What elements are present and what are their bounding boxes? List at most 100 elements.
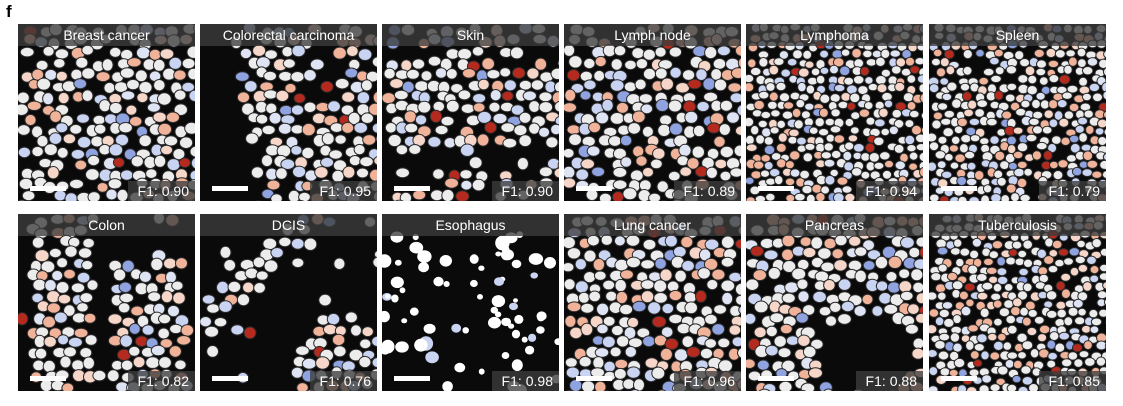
cell-mark (753, 99, 765, 111)
cell-mark (1043, 150, 1053, 161)
cell-mark (1016, 142, 1029, 153)
cell-mark (62, 133, 77, 145)
cell-mark (692, 124, 706, 138)
cell-mark (596, 323, 609, 335)
cell-mark (943, 109, 955, 119)
cell-mark (36, 77, 52, 91)
cell-mark (1102, 110, 1106, 119)
cell-mark (842, 150, 853, 162)
cell-mark (804, 60, 815, 69)
cell-mark (429, 109, 443, 124)
cell-mark (327, 100, 341, 113)
cell-mark (157, 122, 173, 136)
cell-mark (1021, 340, 1034, 351)
cell-mark (1068, 102, 1080, 113)
f1-prefix: F1: (319, 373, 340, 389)
cell-mark (815, 142, 826, 153)
cell-mark (564, 43, 576, 57)
cell-mark (729, 167, 741, 178)
cell-mark (290, 104, 305, 116)
cell-mark (1099, 159, 1106, 170)
cell-mark (109, 101, 123, 115)
cell-mark (536, 311, 547, 321)
tile-title: Pancreas (746, 214, 923, 236)
cell-mark (642, 335, 656, 348)
cell-mark (403, 110, 417, 124)
cell-mark (994, 66, 1005, 76)
cell-mark (118, 122, 133, 134)
cell-mark (445, 99, 460, 113)
cell-mark (640, 290, 655, 304)
cell-mark (769, 312, 785, 324)
cell-mark (965, 340, 975, 351)
cell-mark (989, 351, 1001, 361)
tile-title: Breast cancer (18, 24, 195, 46)
cell-mark (929, 366, 939, 377)
cell-mark (550, 67, 559, 80)
cell-mark (42, 45, 55, 57)
cell-mark (843, 76, 855, 86)
cell-mark (1005, 314, 1016, 325)
cell-mark (1060, 272, 1072, 282)
cell-mark (973, 359, 983, 368)
cell-mark (418, 262, 429, 273)
cell-mark (802, 152, 814, 163)
cell-mark (792, 49, 803, 60)
cell-mark (218, 300, 233, 313)
cell-mark (1010, 192, 1020, 201)
cell-mark (819, 93, 831, 105)
cell-mark (941, 92, 953, 102)
cell-mark (942, 127, 955, 138)
cell-mark (1085, 124, 1095, 135)
cell-mark (988, 250, 1000, 260)
cell-mark (943, 317, 955, 328)
cell-mark (982, 184, 993, 194)
cell-mark (263, 89, 278, 100)
cell-mark (966, 161, 977, 171)
cell-mark (802, 49, 813, 60)
cell-mark (648, 192, 662, 201)
cell-mark (661, 302, 675, 315)
cell-mark (481, 57, 495, 71)
cell-mark (815, 74, 826, 85)
cell-mark (578, 355, 592, 368)
cell-mark (1028, 117, 1040, 127)
cell-mark (564, 262, 575, 273)
cell-mark (223, 259, 237, 272)
cell-mark (216, 280, 230, 295)
cell-mark (904, 56, 916, 67)
cell-mark (711, 323, 726, 336)
cell-mark (613, 45, 627, 57)
cell-mark (441, 188, 455, 201)
cell-mark (878, 107, 889, 119)
cell-mark (112, 157, 125, 168)
cell-mark (962, 49, 973, 60)
cell-mark (1033, 48, 1045, 58)
cell-mark (1098, 58, 1106, 69)
cell-mark (796, 278, 809, 290)
cell-mark (411, 58, 426, 70)
cell-mark (227, 280, 242, 294)
cell-mark (734, 44, 741, 57)
scale-bar (30, 186, 66, 191)
cell-mark (492, 112, 508, 125)
cell-mark (960, 134, 972, 144)
cell-mark (34, 347, 48, 360)
cell-mark (108, 143, 124, 157)
cell-mark (157, 92, 172, 106)
cell-mark (329, 122, 344, 133)
cell-mark (334, 134, 347, 145)
cell-mark (801, 184, 813, 195)
cell-mark (967, 324, 979, 333)
cell-mark (996, 176, 1007, 187)
cell-mark (538, 101, 554, 114)
f1-value: 0.85 (1072, 373, 1100, 389)
cell-mark (954, 153, 966, 163)
tile-title: Lymph node (564, 24, 741, 46)
cell-mark (389, 78, 404, 89)
cell-mark (914, 57, 923, 66)
cell-mark (805, 84, 816, 95)
cell-mark (610, 58, 623, 71)
cell-mark (358, 355, 372, 369)
cell-mark (594, 347, 610, 358)
